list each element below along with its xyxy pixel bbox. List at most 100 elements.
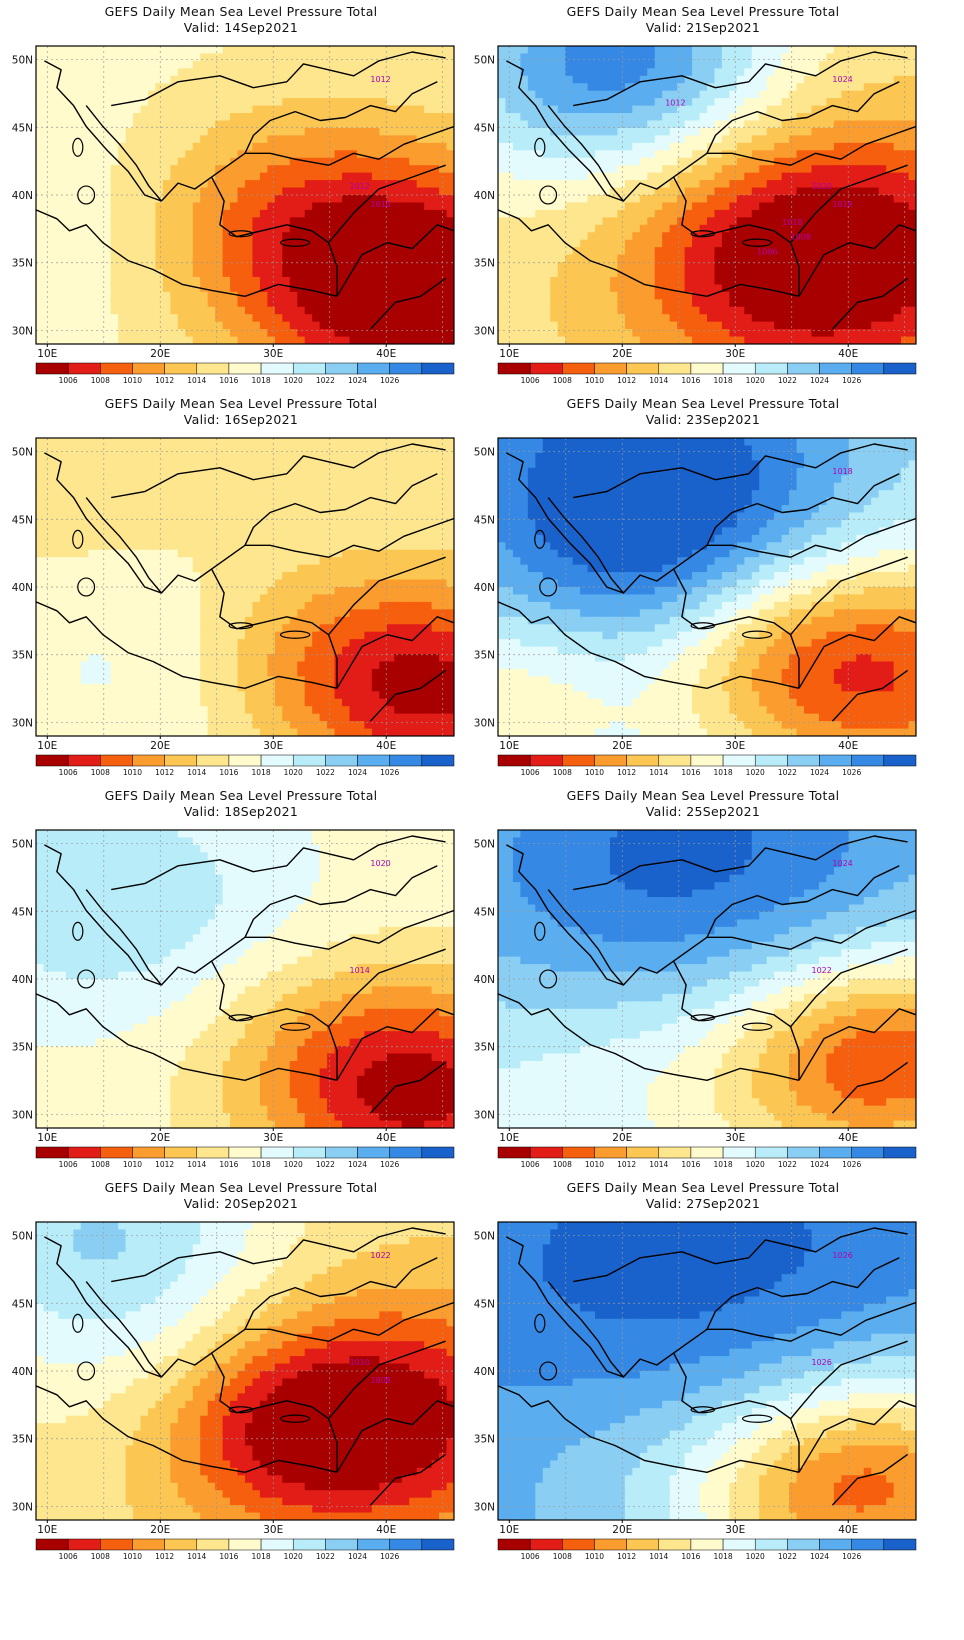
lat-tick-label: 30N bbox=[12, 1501, 33, 1513]
map-panel: GEFS Daily Mean Sea Level Pressure Total… bbox=[462, 0, 944, 410]
map-panel: GEFS Daily Mean Sea Level Pressure Total… bbox=[462, 1176, 944, 1586]
coastline bbox=[44, 452, 163, 594]
colorbar-swatch bbox=[722, 1146, 756, 1159]
colorbar-swatch bbox=[851, 362, 885, 375]
contour-label: 1006 bbox=[757, 248, 777, 257]
coastline bbox=[831, 1061, 909, 1114]
coastline bbox=[706, 473, 900, 546]
lat-tick-label: 50N bbox=[474, 55, 495, 67]
colorbar-swatch bbox=[754, 1146, 788, 1159]
coastline bbox=[336, 616, 454, 689]
panel-title: GEFS Daily Mean Sea Level Pressure Total bbox=[566, 1180, 840, 1195]
colorbar-swatch bbox=[851, 1146, 885, 1159]
lon-tick-label: 40E bbox=[838, 1524, 858, 1536]
map-panel: GEFS Daily Mean Sea Level Pressure Total… bbox=[462, 392, 944, 802]
colorbar-swatch bbox=[228, 1146, 262, 1159]
colorbar-label: 1020 bbox=[746, 1552, 765, 1561]
colorbar-label: 1024 bbox=[810, 1552, 829, 1561]
coastline bbox=[573, 75, 749, 107]
colorbar-label: 1022 bbox=[778, 1160, 797, 1169]
colorbar-label: 1010 bbox=[123, 1552, 142, 1561]
contour-label: 1018 bbox=[832, 467, 852, 476]
colorbar-swatch bbox=[132, 1146, 165, 1159]
colorbar-label: 1024 bbox=[348, 1552, 367, 1561]
map-frame bbox=[497, 1221, 917, 1521]
lat-tick-label: 35N bbox=[12, 1042, 33, 1054]
lon-tick-label: 40E bbox=[376, 348, 396, 360]
colorbar-swatch bbox=[100, 754, 133, 767]
lat-tick-label: 50N bbox=[474, 447, 495, 459]
lon-tick-label: 20E bbox=[150, 1132, 170, 1144]
lat-tick-label: 30N bbox=[474, 717, 495, 729]
colorbar-swatch bbox=[529, 362, 563, 375]
colorbar-swatch bbox=[690, 1538, 724, 1551]
colorbar-label: 1008 bbox=[91, 1552, 110, 1561]
colorbar-swatch bbox=[292, 754, 326, 767]
lat-tick-label: 50N bbox=[474, 1231, 495, 1243]
colorbar-swatch bbox=[754, 362, 788, 375]
coastline bbox=[44, 60, 163, 202]
coastline bbox=[111, 467, 287, 499]
colorbar-swatch bbox=[690, 362, 724, 375]
lat-tick-label: 40N bbox=[12, 190, 33, 202]
colorbar-swatch bbox=[325, 1538, 358, 1551]
contour-label: 1012 bbox=[370, 75, 390, 84]
contour-label: 1010 bbox=[350, 1358, 370, 1367]
pressure-field bbox=[36, 438, 454, 736]
colorbar-swatch bbox=[851, 1538, 885, 1551]
colorbar-label: 1020 bbox=[284, 1552, 303, 1561]
colorbar-swatch bbox=[389, 1538, 423, 1551]
colorbar-swatch bbox=[658, 1538, 692, 1551]
contour-label: 1014 bbox=[350, 966, 370, 975]
colorbar-swatch bbox=[883, 1538, 917, 1551]
lat-tick-label: 40N bbox=[474, 974, 495, 986]
coastline bbox=[798, 1008, 916, 1081]
contour-label: 1012 bbox=[665, 99, 685, 108]
coastline bbox=[286, 443, 446, 475]
colorbar-swatch bbox=[594, 362, 627, 375]
colorbar-label: 1014 bbox=[649, 376, 668, 385]
colorbar-swatch bbox=[196, 1538, 230, 1551]
lat-tick-label: 30N bbox=[474, 1501, 495, 1513]
contour-label: 1024 bbox=[832, 859, 852, 868]
coastline bbox=[498, 993, 800, 1081]
colorbar-label: 1006 bbox=[59, 376, 78, 385]
colorbar-label: 1022 bbox=[316, 1552, 335, 1561]
colorbar-label: 1022 bbox=[778, 1552, 797, 1561]
coastline bbox=[748, 443, 908, 475]
contour-label: 1020 bbox=[370, 859, 390, 868]
panel-title: GEFS Daily Mean Sea Level Pressure Total bbox=[104, 396, 378, 411]
map-frame bbox=[35, 45, 455, 345]
island bbox=[77, 577, 96, 597]
island bbox=[690, 1406, 716, 1414]
panel-valid-date: Valid: 21Sep2021 bbox=[645, 20, 761, 35]
panel-title: GEFS Daily Mean Sea Level Pressure Total bbox=[566, 396, 840, 411]
colorbar-label: 1018 bbox=[714, 1160, 733, 1169]
coastline bbox=[111, 859, 287, 891]
lon-tick-label: 10E bbox=[499, 348, 519, 360]
lat-tick-label: 45N bbox=[12, 906, 33, 918]
colorbar-swatch bbox=[196, 1146, 230, 1159]
lon-tick-label: 30E bbox=[263, 1132, 283, 1144]
colorbar-swatch bbox=[260, 754, 294, 767]
island bbox=[228, 622, 254, 630]
contour-label: 1020 bbox=[812, 182, 832, 191]
colorbar-swatch bbox=[626, 362, 660, 375]
colorbar-swatch bbox=[529, 754, 563, 767]
coastline bbox=[831, 669, 909, 722]
pressure-field: 1026 1026 bbox=[498, 1222, 916, 1520]
colorbar-swatch bbox=[67, 1146, 101, 1159]
colorbar-swatch bbox=[228, 754, 262, 767]
colorbar-swatch bbox=[819, 754, 852, 767]
panel-title: GEFS Daily Mean Sea Level Pressure Total bbox=[566, 788, 840, 803]
panel-valid-date: Valid: 20Sep2021 bbox=[183, 1196, 299, 1211]
map-frame bbox=[35, 1221, 455, 1521]
coastline bbox=[111, 1251, 287, 1283]
colorbar-label: 1006 bbox=[59, 768, 78, 777]
colorbar-swatch bbox=[325, 362, 358, 375]
lon-tick-label: 20E bbox=[612, 1132, 632, 1144]
coastline bbox=[506, 844, 625, 986]
colorbar-swatch bbox=[594, 1146, 627, 1159]
coastline bbox=[369, 669, 447, 722]
coastline bbox=[44, 1236, 163, 1378]
